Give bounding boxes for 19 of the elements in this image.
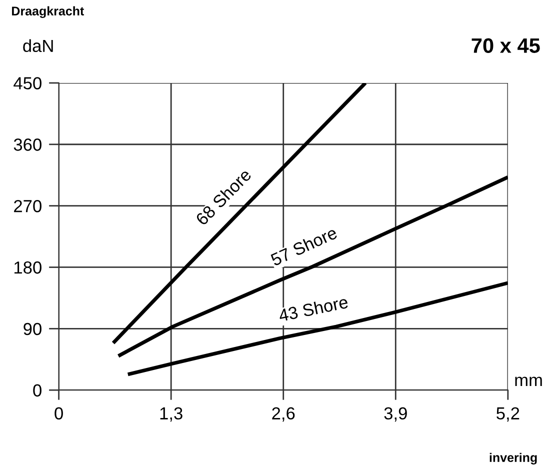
y-tick-label: 180 (14, 261, 42, 274)
y-tick-label: 360 (14, 138, 42, 151)
y-axis-title: daN (23, 39, 53, 52)
line-series (126, 281, 508, 376)
chart-title: 70 x 45 (472, 38, 540, 53)
text: Draagkracht (12, 6, 84, 18)
x-tick-label: 0 (54, 407, 63, 420)
x-tick-label: 5,2 (496, 407, 520, 422)
x-tick-label: 3,9 (384, 407, 407, 422)
x-tick-label: 1,3 (160, 407, 182, 422)
text: 57 Shore (270, 226, 338, 266)
text: 43 Shore (278, 295, 348, 322)
x-axis-title: mm (515, 376, 542, 386)
text: invering (490, 452, 537, 465)
y-tick-label: 270 (14, 200, 42, 212)
y-tick-label: 0 (33, 384, 42, 397)
x-tick-label: 2,6 (272, 407, 295, 422)
y-tick-label: 450 (14, 77, 42, 90)
y-tick-label: 90 (24, 322, 42, 336)
